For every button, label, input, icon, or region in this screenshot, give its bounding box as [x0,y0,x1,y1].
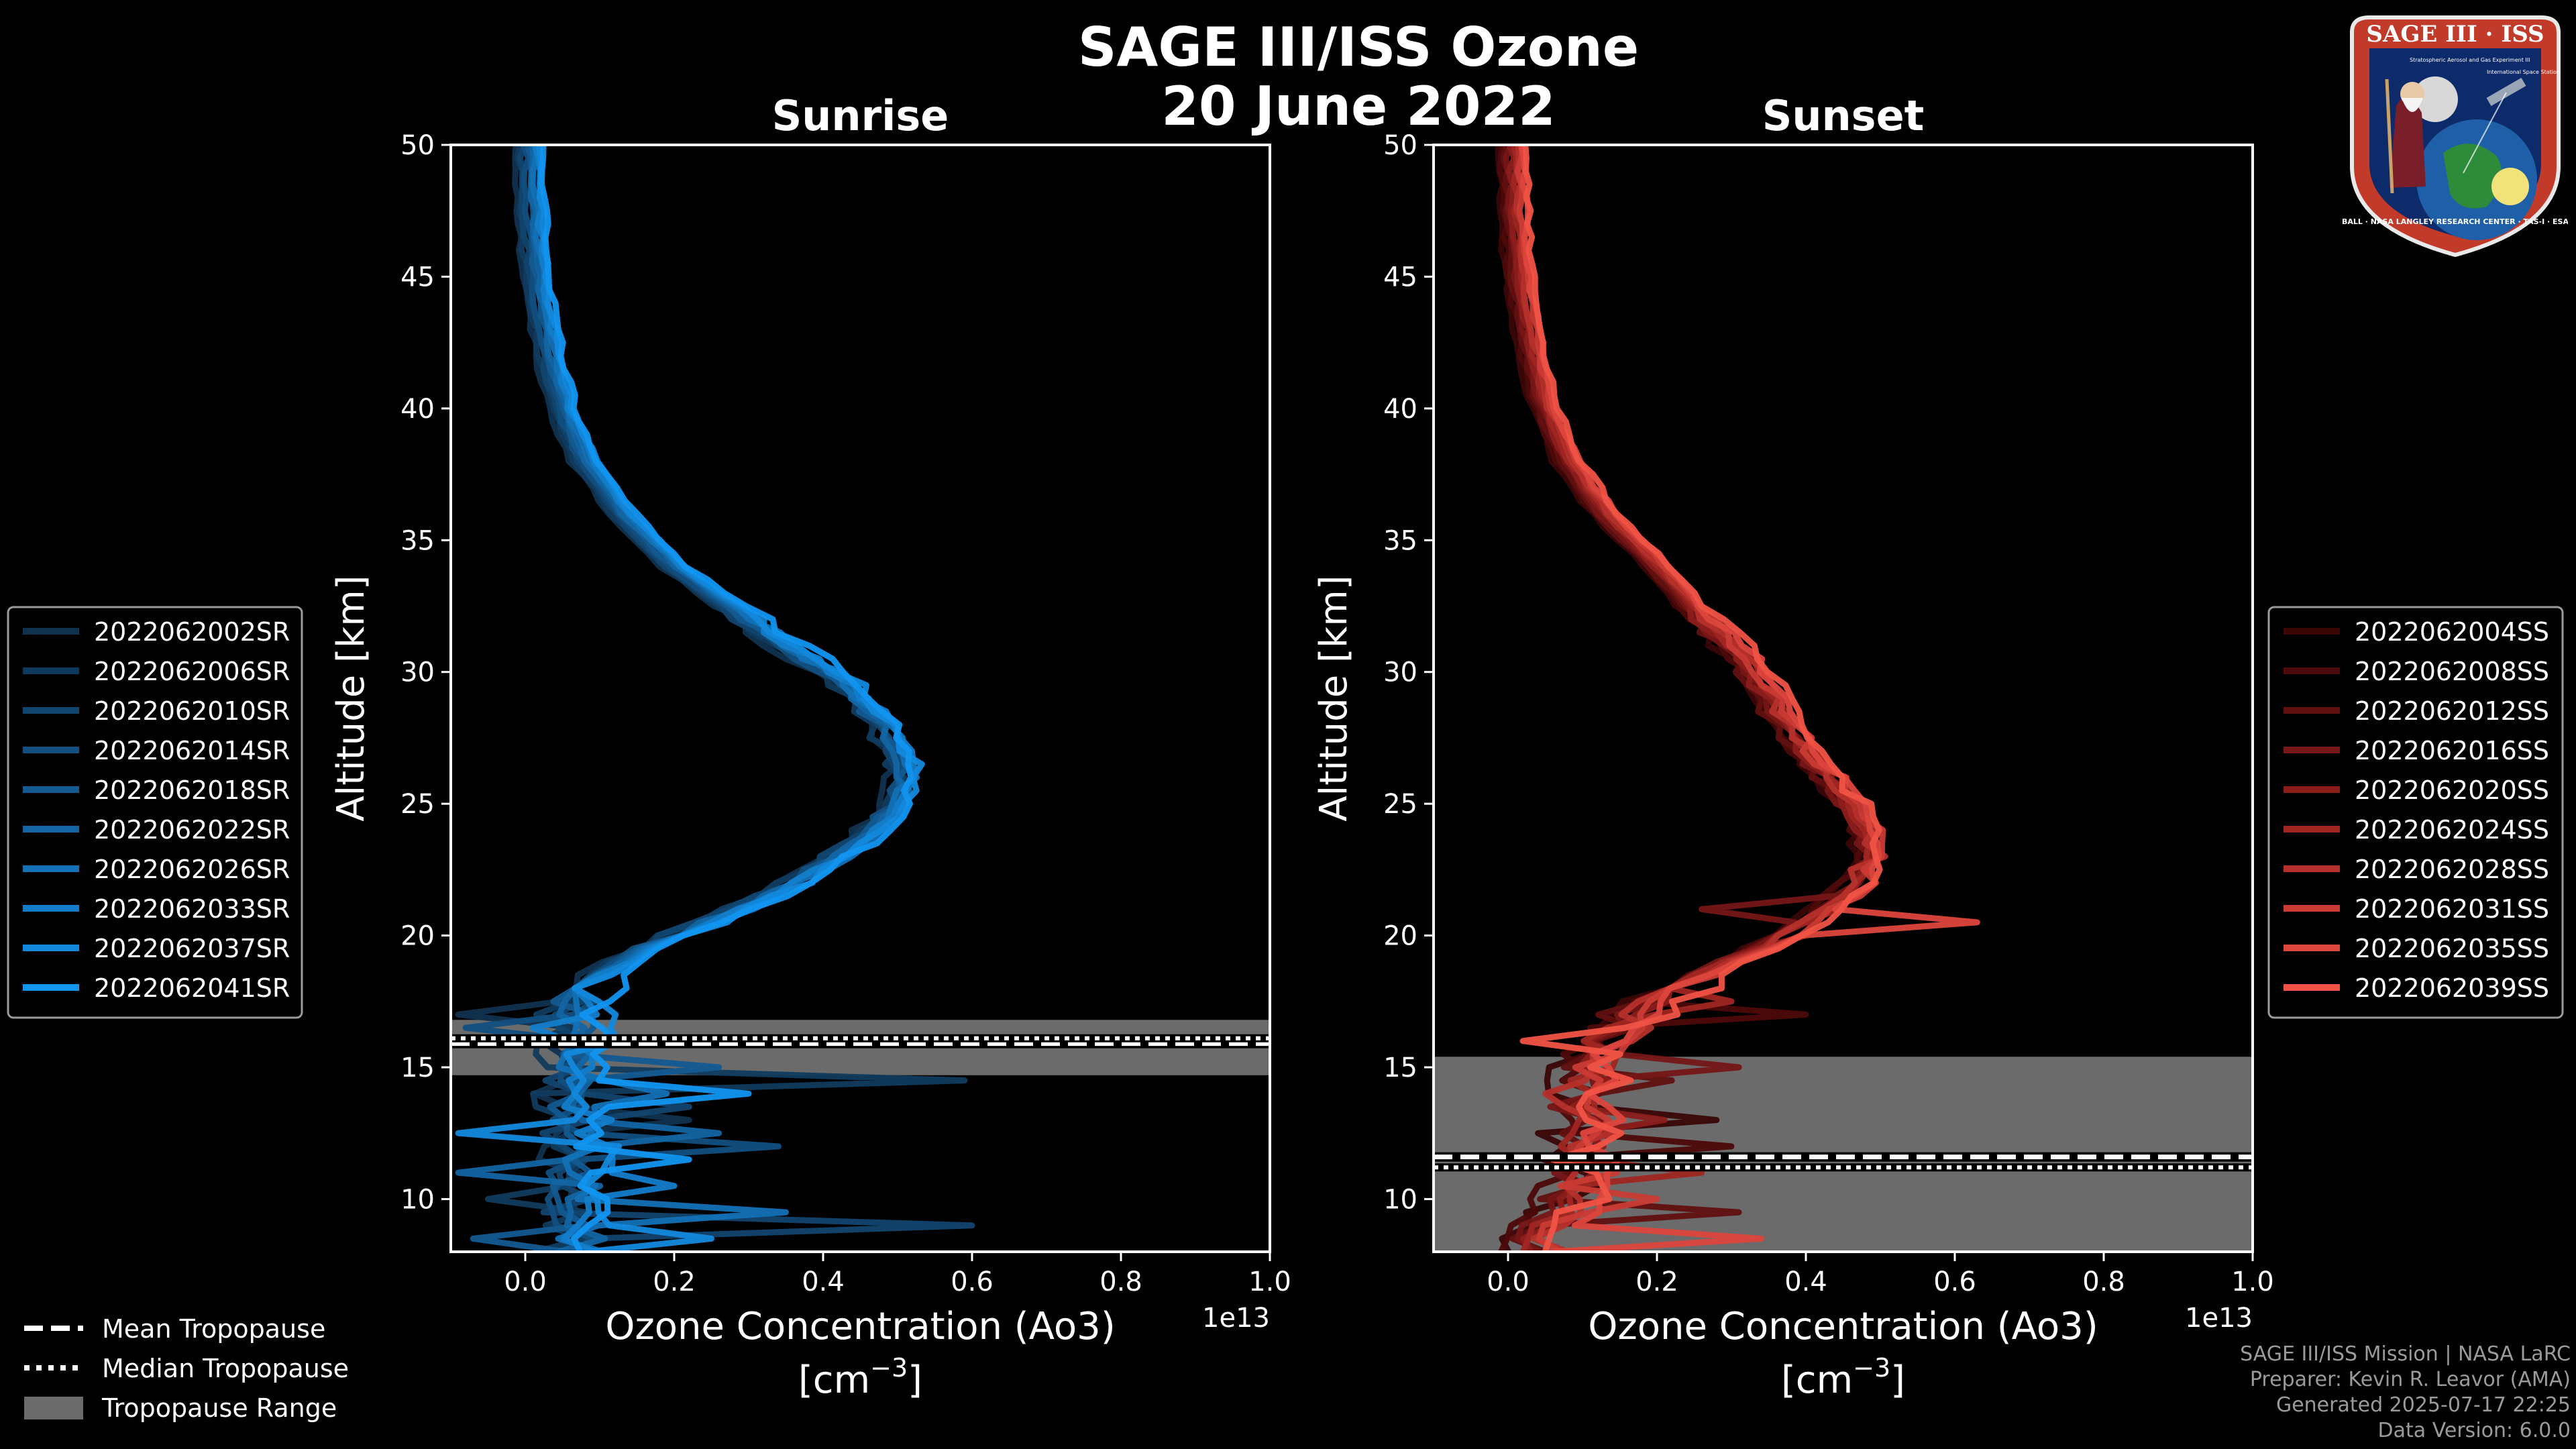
legend-label-2022062014SR: 2022062014SR [94,736,290,765]
x-tick-label: 0.2 [653,1267,696,1297]
y-tick-label: 25 [1383,789,1417,820]
x-axis-unit-base: [cm [1781,1358,1853,1402]
panel-sunset: 0.0 0.2 0.4 0.6 0.8 1.0 10 15 20 25 30 35 40 45 50 1e13… [1312,91,2564,1402]
y-tick-label: 10 [400,1184,435,1215]
y-tick-label: 50 [1383,130,1417,161]
y-tick-label: 40 [1383,394,1417,425]
y-tick-label: 35 [1383,525,1417,556]
legend-label-2022062004SS: 2022062004SS [2355,617,2549,647]
y-tick-label: 45 [1383,262,1417,292]
y-tick-label: 15 [1383,1053,1417,1083]
legend-label-2022062010SR: 2022062010SR [94,696,290,726]
legend-label-2022062018SR: 2022062018SR [94,775,290,805]
legend-label-2022062035SS: 2022062035SS [2355,934,2549,963]
y-tick-label: 30 [400,657,435,688]
panel-title: Sunrise [772,91,949,140]
legend-range-swatch [24,1397,83,1419]
x-tick-label: 0.8 [2082,1267,2125,1297]
x-offset-text: 1e13 [2185,1303,2253,1334]
legend-label-2022062033SR: 2022062033SR [94,894,290,924]
legend-label-2022062002SR: 2022062002SR [94,617,290,647]
y-tick-label: 25 [400,789,435,820]
x-axis-unit-base: [cm [798,1358,870,1402]
y-tick-label: 35 [400,525,435,556]
x-tick-label: 0.8 [1099,1267,1142,1297]
legend-label-2022062031SS: 2022062031SS [2355,894,2549,924]
legend-mean-label: Mean Tropopause [102,1314,325,1344]
axes-frame [1432,144,2254,1253]
legend-label-2022062024SS: 2022062024SS [2355,815,2549,845]
series-legend: 2022062002SR 2022062006SR 2022062010SR 2022… [7,606,303,1019]
legend-label-2022062012SS: 2022062012SS [2355,696,2549,726]
credit-data-version: Data Version: 6.0.0 [2377,1419,2571,1442]
credit-mission: SAGE III/ISS Mission | NASA LaRC [2240,1342,2571,1366]
sage-iii-iss-mission-logo: SAGE III · ISS Stratospheric Aerosol and… [2343,15,2568,258]
series-legend: 2022062004SS 2022062008SS 2022062012SS 2022… [2267,606,2564,1019]
legend-box [2267,606,2564,1019]
logo-subtitle: Stratospheric Aerosol and Gas Experiment… [2410,57,2530,63]
credit-preparer: Preparer: Kevin R. Leavor (AMA) [2249,1368,2571,1391]
axes-frame [449,144,1271,1253]
series-line-2022062039SS [1519,145,1883,1252]
legend-label-2022062022SR: 2022062022SR [94,815,290,845]
x-tick-label: 0.0 [1487,1267,1529,1297]
legend-label-2022062006SR: 2022062006SR [94,657,290,686]
plot-area [451,145,1270,1252]
series-line-2022062004SS [1495,145,1866,1252]
y-tick-label: 45 [400,262,435,292]
x-axis-unit: [cm−3] [798,1353,922,1402]
x-axis-unit-end: ] [908,1358,922,1402]
legend-label-2022062026SR: 2022062026SR [94,855,290,884]
x-offset-text: 1e13 [1202,1303,1270,1334]
x-tick-label: 0.4 [1784,1267,1827,1297]
legend-label-2022062039SS: 2022062039SS [2355,973,2549,1003]
x-axis-unit: [cm−3] [1781,1353,1905,1402]
logo-subtitle-2: International Space Station [2487,69,2560,75]
x-tick-label: 0.2 [1635,1267,1678,1297]
x-tick-label: 0.0 [504,1267,547,1297]
x-tick-label: 0.6 [1933,1267,1976,1297]
plot-area [1434,145,2253,1252]
panel-sunrise: 0.0 0.2 0.4 0.6 0.8 1.0 10 15 20 25 30 35 40 45 50 1e13… [7,91,1291,1402]
legend-label-2022062041SR: 2022062041SR [94,973,290,1003]
x-tick-label: 0.6 [951,1267,994,1297]
y-tick-label: 40 [400,394,435,425]
logo-name: SAGE III · ISS [2366,21,2544,48]
x-tick-label: 0.4 [802,1267,845,1297]
legend-median-label: Median Tropopause [102,1354,349,1383]
tropopause-legend: Mean Tropopause Median Tropopause Tropopau… [24,1314,349,1423]
figure-date: 20 June 2022 [1161,75,1556,138]
x-axis-label: Ozone Concentration (Ao3) [605,1305,1115,1348]
legend-label-2022062020SS: 2022062020SS [2355,775,2549,805]
panel-title: Sunset [1762,91,1925,140]
y-tick-label: 10 [1383,1184,1417,1215]
x-tick-label: 1.0 [1248,1267,1291,1297]
x-tick-label: 1.0 [2231,1267,2274,1297]
y-tick-label: 20 [1383,921,1417,952]
series-line-2022062033SR [529,145,918,1252]
credit-generated: Generated 2025-07-17 22:25 [2275,1393,2571,1417]
x-axis-unit-exponent: −3 [1853,1353,1890,1383]
x-axis-label: Ozone Concentration (Ao3) [1588,1305,2098,1348]
legend-label-2022062037SR: 2022062037SR [94,934,290,963]
y-tick-label: 15 [400,1053,435,1083]
y-tick-label: 50 [400,130,435,161]
x-axis-unit-exponent: −3 [870,1353,908,1383]
figure-title: SAGE III/ISS Ozone [1077,16,1640,78]
legend-range-label: Tropopause Range [101,1393,337,1423]
legend-box [7,606,303,1019]
chart-panels: 0.0 0.2 0.4 0.6 0.8 1.0 10 15 20 25 30 35 40 45 50 1e13… [7,91,2564,1402]
credits-block: SAGE III/ISS Mission | NASA LaRC Prepare… [2240,1342,2571,1444]
y-tick-label: 30 [1383,657,1417,688]
series-line-2022062041SR [539,145,914,1252]
x-axis-unit-end: ] [1890,1358,1905,1402]
y-axis-label: Altitude [km] [1312,575,1356,821]
legend-label-2022062008SS: 2022062008SS [2355,657,2549,686]
legend-label-2022062028SS: 2022062028SS [2355,855,2549,884]
legend-label-2022062016SS: 2022062016SS [2355,736,2549,765]
y-tick-label: 20 [400,921,435,952]
logo-ring-text: BALL · NASA LANGLEY RESEARCH CENTER · TA… [2343,217,2568,226]
y-axis-label: Altitude [km] [329,575,373,821]
